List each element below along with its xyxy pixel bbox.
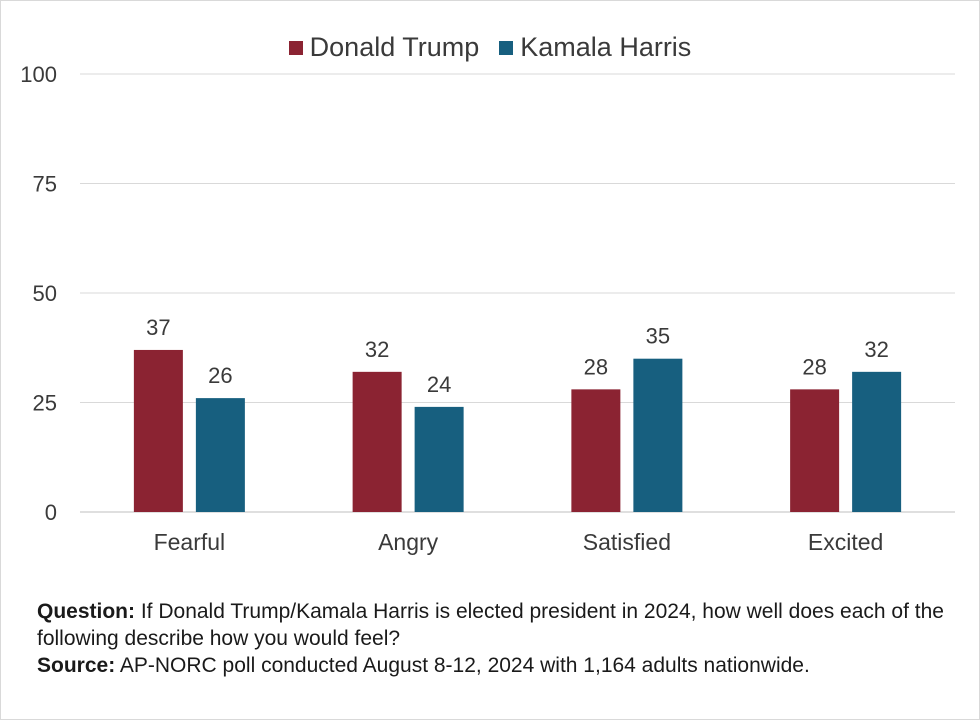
data-label-satisfied-kamala-harris: 35 [646,324,670,349]
bar-angry-donald-trump [352,371,402,512]
y-tick-label-0: 0 [45,500,57,525]
bar-satisfied-kamala-harris [633,358,683,512]
source-text: AP-NORC poll conducted August 8-12, 2024… [119,654,810,677]
y-tick-label-50: 50 [33,281,57,306]
x-tick-label-satisfied: Satisfied [583,529,671,555]
question-text: If Donald Trump/Kamala Harris is elected… [37,600,944,650]
data-label-fearful-kamala-harris: 26 [208,363,232,388]
bar-fearful-kamala-harris [195,398,245,512]
data-label-fearful-donald-trump: 37 [146,315,170,340]
bar-excited-kamala-harris [852,371,902,512]
x-tick-label-fearful: Fearful [154,529,226,555]
legend-item-harris: Kamala Harris [499,32,691,63]
bar-satisfied-donald-trump [571,389,621,512]
y-tick-label-100: 100 [20,62,57,87]
bar-chart: 0 25 50 75 100 37 26 Fearful 32 24 Angry 28 35 Satisf… [20,62,955,555]
question-note: Question: If Donald Trump/Kamala Harris … [37,598,957,652]
legend: Donald Trump Kamala Harris [0,32,980,63]
source-note: Source: AP-NORC poll conducted August 8-… [37,652,957,679]
bar-excited-donald-trump [790,389,840,512]
question-label: Question: [37,600,135,623]
legend-swatch-harris [499,40,514,55]
x-tick-label-excited: Excited [808,529,883,555]
data-label-angry-donald-trump: 32 [365,337,389,362]
legend-label-trump: Donald Trump [309,32,480,62]
data-label-satisfied-donald-trump: 28 [584,354,608,379]
bar-angry-kamala-harris [414,406,464,512]
legend-item-trump: Donald Trump [288,32,480,63]
data-label-angry-kamala-harris: 24 [427,372,451,397]
legend-swatch-trump [288,40,303,55]
y-tick-label-75: 75 [33,172,57,197]
legend-label-harris: Kamala Harris [520,32,692,62]
y-tick-label-25: 25 [33,391,57,416]
bar-fearful-donald-trump [133,349,183,512]
data-label-excited-kamala-harris: 32 [864,337,888,362]
source-label: Source: [37,654,116,677]
x-tick-label-angry: Angry [378,529,439,555]
chart-notes: Question: If Donald Trump/Kamala Harris … [37,598,957,679]
data-label-excited-donald-trump: 28 [802,354,826,379]
